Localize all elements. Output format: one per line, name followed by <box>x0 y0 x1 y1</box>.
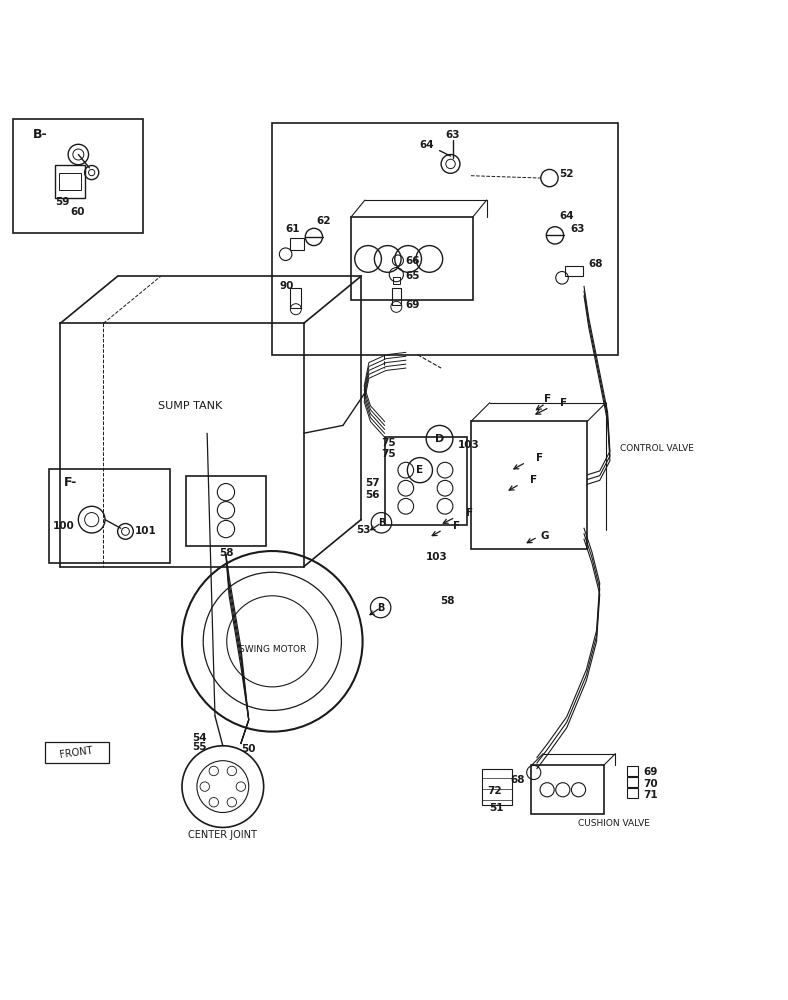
Text: 72: 72 <box>488 786 503 796</box>
Text: 55: 55 <box>192 742 207 752</box>
Bar <box>45 742 109 763</box>
Text: 64: 64 <box>420 140 434 150</box>
Bar <box>393 277 400 284</box>
Text: SWING MOTOR: SWING MOTOR <box>239 645 306 654</box>
Bar <box>59 173 80 190</box>
Bar <box>13 119 143 233</box>
Bar <box>531 765 604 814</box>
Text: 75: 75 <box>381 438 396 448</box>
Text: 63: 63 <box>446 130 460 140</box>
Text: 53: 53 <box>356 525 371 535</box>
Text: E: E <box>416 465 423 475</box>
Text: 60: 60 <box>70 207 85 217</box>
Text: 100: 100 <box>53 521 74 531</box>
Bar <box>627 766 638 776</box>
Text: 70: 70 <box>644 779 658 789</box>
Bar <box>49 469 170 563</box>
Bar <box>273 123 618 355</box>
Text: 57: 57 <box>365 478 380 488</box>
Text: B-: B- <box>33 128 47 141</box>
Text: CENTER JOINT: CENTER JOINT <box>188 830 257 840</box>
Text: 69: 69 <box>644 767 658 777</box>
Text: FRONT: FRONT <box>59 746 93 760</box>
Text: 69: 69 <box>406 300 420 310</box>
Text: SUMP TANK: SUMP TANK <box>158 401 222 411</box>
Text: 52: 52 <box>559 169 574 179</box>
Text: F: F <box>466 508 473 518</box>
Bar <box>392 288 401 305</box>
Text: 61: 61 <box>285 224 299 234</box>
Bar <box>471 421 587 549</box>
Text: 65: 65 <box>406 271 420 281</box>
Text: D: D <box>435 434 444 444</box>
Text: CONTROL VALVE: CONTROL VALVE <box>620 444 694 453</box>
Bar <box>482 769 511 805</box>
Text: B: B <box>377 603 385 613</box>
Text: F-: F- <box>64 476 77 489</box>
Bar <box>627 788 638 798</box>
Text: B: B <box>377 518 385 528</box>
Text: 50: 50 <box>241 744 256 754</box>
Text: F: F <box>530 475 537 485</box>
Bar <box>565 266 583 276</box>
Text: CUSHION VALVE: CUSHION VALVE <box>578 819 650 828</box>
Bar <box>55 165 84 198</box>
Text: F: F <box>537 453 544 463</box>
Text: 75: 75 <box>381 449 396 459</box>
Text: 54: 54 <box>192 733 207 743</box>
Text: F: F <box>544 394 551 404</box>
Text: 103: 103 <box>426 552 448 562</box>
Bar <box>290 238 304 250</box>
Text: F: F <box>453 521 460 531</box>
Text: 101: 101 <box>135 526 157 536</box>
Bar <box>290 288 300 308</box>
Text: 64: 64 <box>559 211 574 221</box>
Text: 58: 58 <box>219 548 233 558</box>
Bar <box>627 777 638 787</box>
Bar <box>385 437 467 525</box>
Text: 51: 51 <box>489 803 504 813</box>
Text: 59: 59 <box>55 197 69 207</box>
Text: 63: 63 <box>571 224 585 234</box>
Text: 56: 56 <box>365 490 380 500</box>
Text: 90: 90 <box>279 281 293 291</box>
Text: 68: 68 <box>511 775 525 785</box>
Text: 58: 58 <box>440 596 455 606</box>
Text: G: G <box>540 531 548 541</box>
Text: 62: 62 <box>316 216 331 226</box>
Bar <box>186 476 266 546</box>
Text: 66: 66 <box>406 256 420 266</box>
Text: F: F <box>560 398 567 408</box>
Text: 103: 103 <box>458 440 479 450</box>
Text: 68: 68 <box>589 259 604 269</box>
Text: 71: 71 <box>644 790 658 800</box>
Bar <box>351 217 473 300</box>
